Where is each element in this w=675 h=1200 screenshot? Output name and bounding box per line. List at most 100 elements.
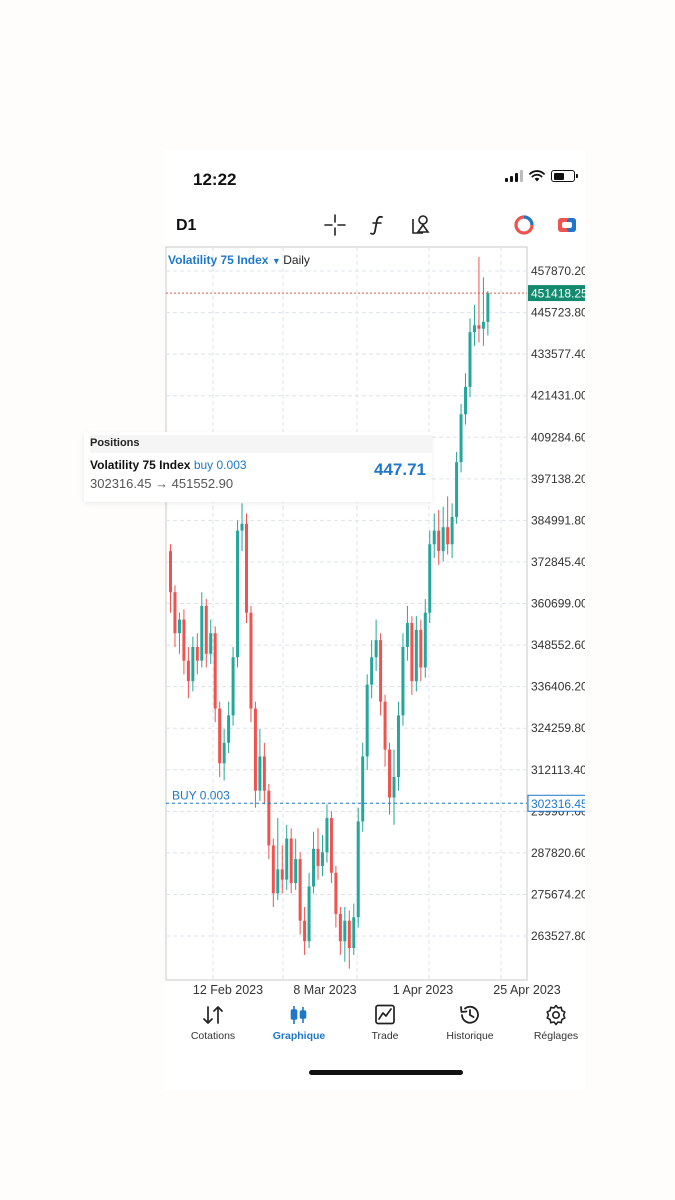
candle-body	[177, 619, 181, 634]
tab-graphique[interactable]: Graphique	[254, 1002, 344, 1052]
candle-body	[289, 838, 293, 884]
candle-body	[379, 640, 383, 702]
dropdown-arrow-icon[interactable]: ▼	[271, 256, 284, 266]
candle-body	[236, 530, 240, 658]
candle-body	[316, 848, 320, 866]
price-axis-label: 263527.80	[531, 929, 585, 943]
candle-body	[423, 612, 427, 668]
chart-symbol-header[interactable]: Volatility 75 Index ▼ Daily	[168, 253, 310, 267]
settings-icon	[544, 1002, 568, 1028]
candle-body	[213, 633, 217, 709]
quotes-icon	[201, 1002, 225, 1028]
candle-body	[446, 527, 450, 545]
candle-body	[191, 646, 195, 682]
candle-body	[280, 869, 284, 880]
objects-icon[interactable]	[408, 212, 434, 238]
phone-screen: 12:22 D1 457	[84, 150, 597, 1090]
position-side: buy 0.003	[193, 458, 247, 472]
price-axis-label: 409284.60	[531, 430, 585, 444]
candle-body	[298, 859, 302, 921]
candle-body	[396, 715, 400, 777]
chart-period: Daily	[283, 253, 310, 267]
wifi-icon	[529, 170, 545, 182]
candle-body	[370, 657, 374, 685]
time-axis-label: 25 Apr 2023	[493, 983, 560, 997]
tab-reglages[interactable]: Réglages	[511, 1002, 601, 1052]
chart-symbol-name[interactable]: Volatility 75 Index	[168, 253, 269, 267]
buy-price-label: 302316.45	[531, 797, 585, 811]
tab-label: Trade	[371, 1030, 399, 1042]
price-axis-label: 360699.00	[531, 597, 585, 611]
tab-historique[interactable]: Historique	[425, 1002, 515, 1052]
price-axis-label: 397138.20	[531, 472, 585, 486]
candle-body	[218, 708, 222, 764]
chart-icon	[287, 1002, 311, 1028]
candle-body	[383, 701, 387, 750]
position-price-range: 302316.45 → 451552.90	[90, 476, 234, 491]
candle-body	[352, 917, 356, 949]
candle-body	[173, 592, 177, 634]
home-indicator	[309, 1070, 463, 1075]
battery-icon	[551, 170, 578, 182]
price-axis-label: 287820.60	[531, 846, 585, 860]
candle-body	[285, 838, 289, 880]
trade-icon	[373, 1002, 397, 1028]
status-time: 12:22	[193, 170, 237, 189]
status-icons	[505, 170, 578, 182]
candle-body	[441, 527, 445, 552]
function-icon[interactable]	[365, 212, 391, 238]
timeframe-button[interactable]: D1	[176, 217, 197, 234]
candle-body	[472, 325, 476, 333]
crosshair-icon[interactable]	[322, 212, 348, 238]
chart-area[interactable]: 457870.20 445723.80 433577.40 421431.00 4092…	[165, 246, 597, 1006]
candle-body	[182, 619, 186, 661]
candle-body	[401, 646, 405, 716]
candle-body	[312, 848, 316, 887]
positions-panel[interactable]: Positions Volatility 75 Index buy 0.003 …	[84, 432, 432, 502]
time-axis-label: 8 Mar 2023	[293, 983, 356, 997]
candle-body	[361, 756, 365, 822]
trade-toggle-icon[interactable]	[511, 212, 537, 238]
price-axis-label: 457870.20	[531, 264, 585, 278]
history-icon	[458, 1002, 482, 1028]
candle-body	[200, 605, 204, 661]
candle-body	[486, 293, 490, 322]
price-axis-label: 445723.80	[531, 306, 585, 320]
plot-frame	[165, 246, 528, 981]
candle-body	[419, 629, 423, 668]
tab-cotations[interactable]: Cotations	[168, 1002, 258, 1052]
candle-body	[356, 821, 360, 918]
price-chart[interactable]: 457870.20 445723.80 433577.40 421431.00 4092…	[165, 246, 597, 1006]
current-price-label: 451418.25	[531, 287, 585, 301]
bottom-tab-bar: Cotations Graphique Trade Historique Rég…	[165, 1002, 585, 1052]
price-axis-label: 312113.40	[531, 763, 585, 777]
tab-label: Graphique	[272, 1030, 326, 1042]
candle-body	[455, 462, 459, 517]
candle-body	[307, 886, 311, 942]
candle-body	[204, 605, 208, 654]
status-bar: 12:22	[165, 150, 585, 208]
tab-label: Réglages	[533, 1030, 579, 1042]
buy-position-label: BUY 0.003	[172, 788, 230, 802]
candle-body	[459, 414, 463, 463]
candle-body	[271, 845, 275, 894]
price-axis-label: 348552.60	[531, 638, 585, 652]
positions-title: Positions	[90, 435, 432, 453]
candle-body	[240, 523, 244, 531]
position-symbol: Volatility 75 Index	[90, 458, 191, 472]
tab-label: Cotations	[190, 1030, 236, 1042]
candle-body	[374, 640, 378, 658]
candle-body	[414, 629, 418, 682]
time-axis-label: 12 Feb 2023	[193, 983, 263, 997]
candle-body	[222, 742, 226, 764]
candle-body	[294, 859, 298, 884]
position-symbol-row: Volatility 75 Index buy 0.003	[90, 458, 247, 472]
candle-body	[428, 544, 432, 613]
chat-icon[interactable]	[554, 212, 580, 238]
tab-trade[interactable]: Trade	[340, 1002, 430, 1052]
candle-body	[464, 386, 468, 415]
candle-body	[169, 551, 172, 593]
price-axis-label: 421431.00	[531, 389, 585, 403]
candle-body	[249, 612, 253, 709]
candle-body	[325, 818, 329, 853]
